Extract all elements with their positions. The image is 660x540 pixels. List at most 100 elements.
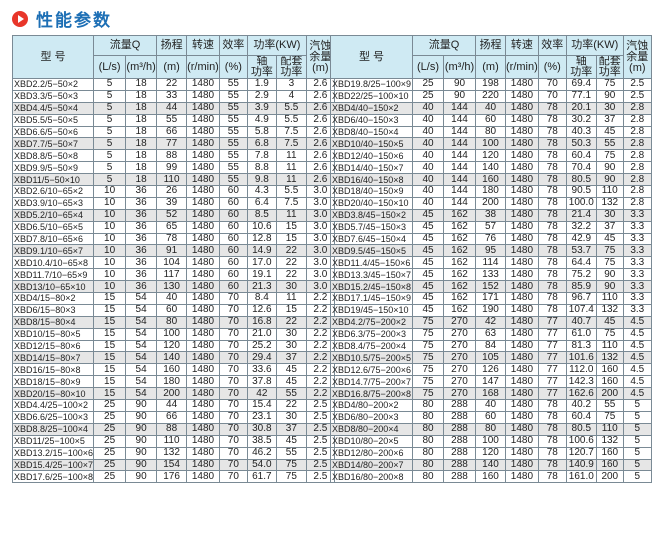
value-cell: 42.9 xyxy=(565,232,597,246)
value-cell: 55 xyxy=(275,387,307,401)
value-cell: 78 xyxy=(537,185,567,198)
value-cell: 5 xyxy=(93,125,127,139)
value-cell: 77 xyxy=(537,375,567,389)
value-cell: 1480 xyxy=(505,185,539,198)
value-cell: 162 xyxy=(443,303,476,317)
value-cell: 1480 xyxy=(505,422,539,436)
value-cell: 1480 xyxy=(505,303,539,317)
value-cell: 55 xyxy=(275,446,307,460)
value-cell: 104 xyxy=(156,256,188,270)
value-cell: 160 xyxy=(156,363,188,377)
value-cell: 12.8 xyxy=(246,232,277,246)
value-cell: 162 xyxy=(443,268,476,282)
table-row: XBD6/15−80×3 15 54 60 1480 70 12.6 15 2.2 xyxy=(11,303,335,317)
value-cell: 1480 xyxy=(186,399,220,412)
value-cell: 78 xyxy=(537,113,567,127)
value-cell: 25 xyxy=(93,399,127,412)
value-cell: 30 xyxy=(275,410,307,424)
table-row: XBD9.1/10−65×7 10 36 91 1480 60 14.9 22 3.0 xyxy=(11,244,335,258)
value-cell: 1480 xyxy=(186,232,220,246)
value-cell: 120.7 xyxy=(565,446,597,460)
value-cell: 140.9 xyxy=(565,458,597,472)
value-cell: 3.3 xyxy=(622,244,652,258)
value-cell: 70 xyxy=(218,434,248,448)
value-cell: 1480 xyxy=(505,339,539,353)
model-cell: XBD16/80−200×8 xyxy=(330,470,413,484)
value-cell: 1480 xyxy=(505,232,539,246)
value-cell: 15.4 xyxy=(246,399,277,412)
value-cell: 2.8 xyxy=(622,137,652,151)
value-cell: 90 xyxy=(125,446,158,460)
value-cell: 15 xyxy=(93,315,127,329)
value-cell: 105 xyxy=(475,351,506,365)
value-cell: 75 xyxy=(412,351,444,365)
table-row: XBD6/80−200×3 80 288 60 1480 78 60.4 75 5 xyxy=(330,410,652,424)
value-cell: 60 xyxy=(475,113,506,127)
value-cell: 8.4 xyxy=(246,292,277,305)
value-cell: 2.8 xyxy=(622,196,652,210)
value-cell: 1480 xyxy=(505,446,539,460)
value-cell: 55 xyxy=(218,161,248,175)
value-cell: 162 xyxy=(443,220,476,234)
value-cell: 2.8 xyxy=(622,161,652,175)
value-cell: 2.8 xyxy=(622,185,652,198)
value-cell: 171 xyxy=(475,292,506,305)
value-cell: 2.5 xyxy=(305,410,335,424)
value-cell: 100.0 xyxy=(565,196,597,210)
value-cell: 57 xyxy=(475,220,506,234)
value-cell: 7.5 xyxy=(275,125,307,139)
table-row: XBD9.9/5−50×9 5 18 99 1480 55 8.8 11 2.6 xyxy=(11,161,335,175)
section-title: 性能参数 xyxy=(12,6,112,31)
value-cell: 142.3 xyxy=(565,375,597,389)
value-cell: 70 xyxy=(218,292,248,305)
value-cell: 70 xyxy=(218,327,248,341)
value-cell: 154 xyxy=(156,458,188,472)
value-cell: 78 xyxy=(537,208,567,222)
table-row: XBD16/80−200×8 80 288 160 1480 78 161.0 200 5 xyxy=(330,470,652,484)
model-cell: XBD4/80−200×2 xyxy=(330,399,413,412)
value-cell: 110 xyxy=(595,422,624,436)
table-row: XBD16/40−150×8 40 144 160 1480 78 80.5 90 2.8 xyxy=(330,173,652,187)
model-cell: XBD20/15−80×10 xyxy=(11,387,95,401)
value-cell: 18 xyxy=(125,161,158,175)
value-cell: 160 xyxy=(595,446,624,460)
value-cell: 80 xyxy=(412,410,444,424)
value-cell: 54 xyxy=(125,387,158,401)
value-cell: 1480 xyxy=(186,256,220,270)
table-row: XBD8.8/5−50×8 5 18 88 1480 55 7.8 11 2.6 xyxy=(11,149,335,163)
value-cell: 1480 xyxy=(505,113,539,127)
value-cell: 1480 xyxy=(186,173,220,187)
table-row: XBD13.3/45−150×7 45 162 133 1480 78 75.2 90 3.3 xyxy=(330,268,652,282)
header-eff_unit: (%) xyxy=(218,55,248,79)
value-cell: 40.2 xyxy=(565,399,597,412)
value-cell: 3 xyxy=(275,78,307,91)
value-cell: 6.4 xyxy=(246,196,277,210)
value-cell: 112.0 xyxy=(565,363,597,377)
table-row: XBD3.3/5−50×3 5 18 33 1480 55 2.9 4 2.6 xyxy=(11,89,335,103)
value-cell: 54 xyxy=(125,292,158,305)
value-cell: 147 xyxy=(475,375,506,389)
model-cell: XBD5.2/10−65×4 xyxy=(11,208,95,222)
model-cell: XBD4.2/75−200×2 xyxy=(330,315,413,329)
model-cell: XBD10.4/10−65×8 xyxy=(11,256,95,270)
value-cell: 1480 xyxy=(186,244,220,258)
value-cell: 75 xyxy=(595,256,624,270)
value-cell: 5 xyxy=(93,113,127,127)
value-cell: 10 xyxy=(93,196,127,210)
value-cell: 70 xyxy=(537,89,567,103)
value-cell: 1480 xyxy=(505,78,539,91)
value-cell: 4.5 xyxy=(622,351,652,365)
value-cell: 1480 xyxy=(505,149,539,163)
header-speed_unit: (r/min) xyxy=(505,55,539,79)
value-cell: 3.3 xyxy=(622,268,652,282)
value-cell: 80 xyxy=(412,434,444,448)
table-row: XBD2.6/10−65×2 10 36 26 1480 60 4.3 5.5 3.0 xyxy=(11,185,335,198)
value-cell: 80 xyxy=(475,125,506,139)
value-cell: 1.9 xyxy=(246,78,277,91)
value-cell: 78 xyxy=(537,149,567,163)
table-row: XBD8/40−150×4 40 144 80 1480 78 40.3 45 2.8 xyxy=(330,125,652,139)
value-cell: 10 xyxy=(93,208,127,222)
value-cell: 45 xyxy=(412,303,444,317)
value-cell: 78 xyxy=(537,292,567,305)
value-cell: 78 xyxy=(537,220,567,234)
